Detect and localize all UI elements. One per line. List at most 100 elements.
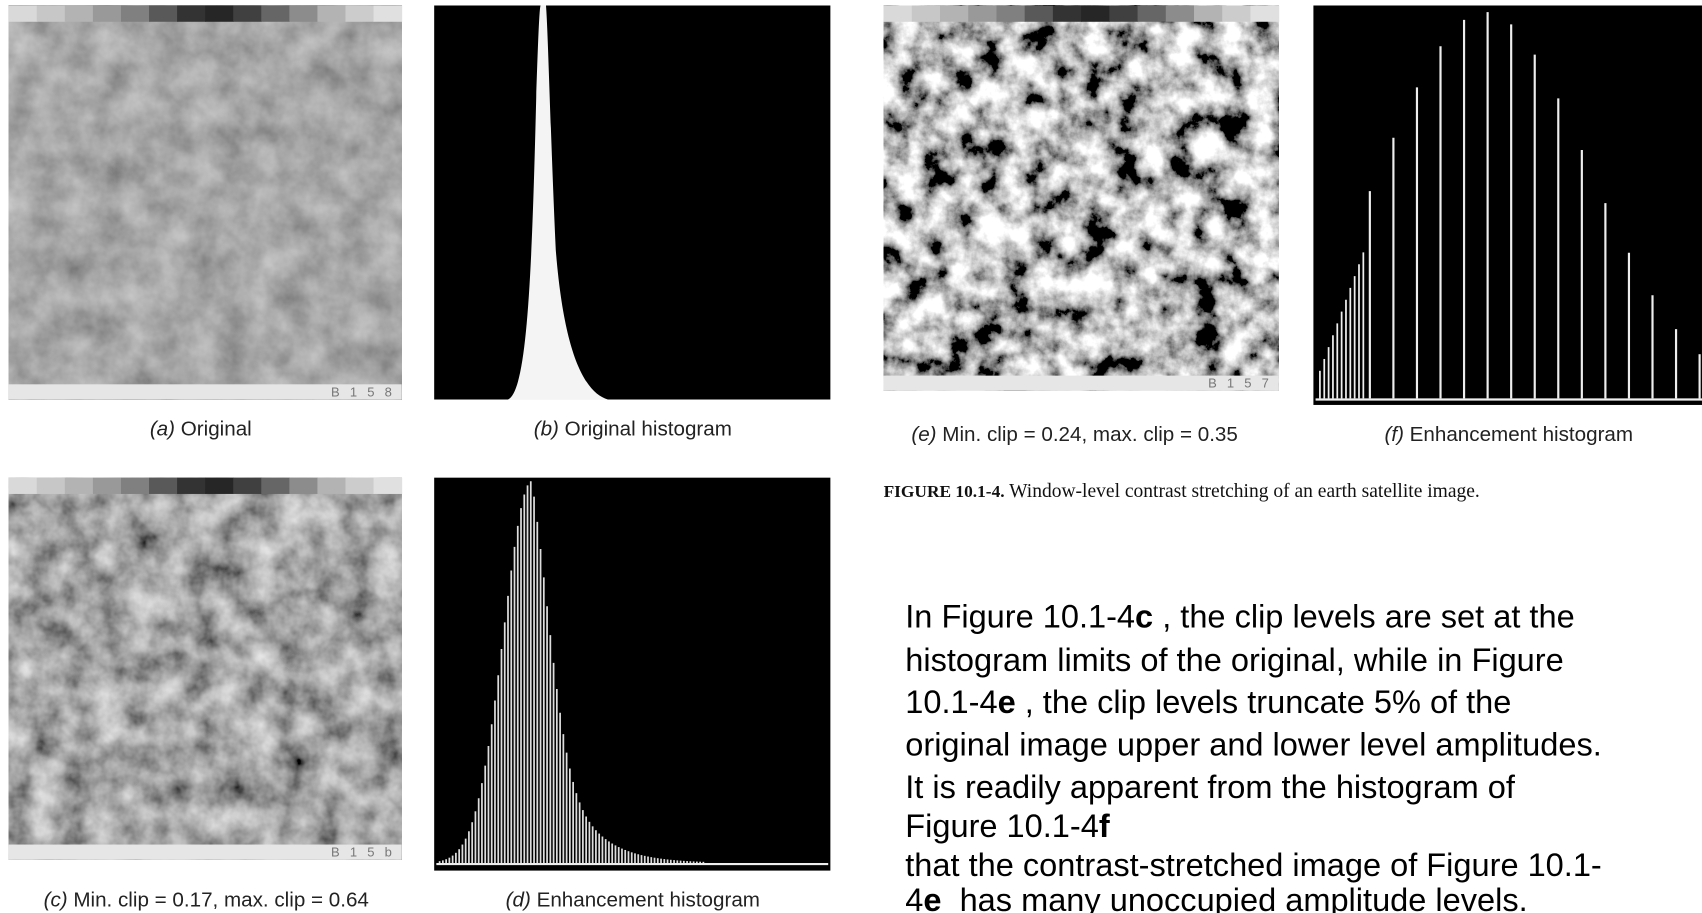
gray-step — [373, 477, 403, 494]
paragraph-line: that the contrast-stretched image of Fig… — [905, 847, 1602, 883]
text-run: that the contrast-stretched image of Fig… — [905, 847, 1602, 883]
panel-label: (c) — [44, 888, 68, 911]
paragraph-line: 4e has many unoccupied amplitude levels. — [905, 882, 1527, 913]
bold-run: e — [998, 684, 1016, 720]
gray-step — [883, 5, 913, 22]
gray-step — [64, 5, 94, 22]
figure-text: Window-level contrast stretching of an e… — [1005, 481, 1480, 502]
histogram-box — [1313, 5, 1702, 405]
gray-step — [345, 477, 375, 494]
gray-step — [1194, 5, 1223, 22]
text-run: It is readily apparent from the histogra… — [905, 769, 1516, 805]
gray-step — [261, 477, 290, 494]
gray-step — [289, 477, 318, 494]
text-run: 10.1-4 — [905, 684, 997, 720]
panel-text: Min. clip = 0.24, max. clip = 0.35 — [942, 423, 1238, 446]
panel-label: (b) — [534, 417, 559, 440]
panel-label: (a) — [150, 417, 175, 440]
gray-step — [1081, 5, 1110, 22]
figure-caption: FIGURE 10.1-4. Window-level contrast str… — [884, 481, 1480, 502]
bold-run: e — [923, 882, 941, 913]
gray-step — [345, 5, 375, 22]
gray-step — [149, 5, 178, 22]
gray-step — [92, 5, 122, 22]
gray-step — [940, 5, 969, 22]
histogram-shape — [434, 5, 831, 400]
paragraph-line: Figure 10.1-4f — [905, 808, 1110, 844]
gray-step — [968, 5, 997, 22]
bold-run: c — [1135, 598, 1153, 634]
gray-step — [233, 477, 262, 494]
satellite-image — [8, 5, 402, 400]
gray-step — [373, 5, 403, 22]
gray-step — [177, 477, 206, 494]
histogram-box — [434, 477, 831, 871]
panel-text: Original — [181, 417, 252, 440]
image-panels — [8, 5, 1702, 871]
histogram-box — [434, 5, 831, 400]
text-run: original image upper and lower level amp… — [905, 727, 1602, 763]
gray-step — [36, 5, 66, 22]
text-run: , the clip levels truncate 5% of the — [1016, 684, 1512, 720]
panel-text: Enhancement histogram — [537, 888, 760, 911]
panel-caption: (b) Original histogram — [534, 417, 732, 440]
figure-number: FIGURE 10.1-4. — [884, 482, 1005, 501]
paragraph-line: original image upper and lower level amp… — [905, 727, 1602, 763]
paragraph-line: histogram limits of the original, while … — [905, 642, 1563, 678]
gray-step — [120, 5, 150, 22]
text-run: , the clip levels are set at the — [1153, 598, 1575, 634]
gray-step — [149, 477, 178, 494]
gray-step — [317, 5, 347, 22]
gray-step — [1137, 5, 1167, 22]
gray-step — [289, 5, 318, 22]
gray-step — [1052, 5, 1082, 22]
panel-caption: (d) Enhancement histogram — [506, 888, 760, 911]
satellite-image — [883, 5, 1279, 391]
gray-step — [205, 477, 234, 494]
panel-label: (f) — [1384, 423, 1403, 446]
gray-step — [36, 477, 66, 494]
satellite-image — [8, 477, 402, 860]
panel-text: Original histogram — [565, 417, 732, 440]
gray-step — [8, 477, 38, 494]
paragraph-line: 10.1-4e , the clip levels truncate 5% of… — [905, 684, 1511, 720]
gray-step — [911, 5, 941, 22]
text-run: Figure 10.1-4 — [905, 808, 1099, 844]
text-run: In Figure 10.1-4 — [905, 598, 1135, 634]
gray-step — [996, 5, 1026, 22]
bold-run: f — [1099, 808, 1110, 844]
image-strip — [8, 384, 402, 400]
gray-step — [1024, 5, 1054, 22]
panel-text: Min. clip = 0.17, max. clip = 0.64 — [73, 888, 369, 911]
gray-step — [8, 5, 38, 22]
gray-step — [233, 5, 262, 22]
paragraph-line: In Figure 10.1-4c , the clip levels are … — [905, 598, 1574, 634]
gray-step — [261, 5, 290, 22]
gray-step — [120, 477, 150, 494]
gray-step — [92, 477, 122, 494]
paragraph-line: It is readily apparent from the histogra… — [905, 769, 1516, 805]
gray-step — [177, 5, 206, 22]
panel-text: Enhancement histogram — [1410, 423, 1633, 446]
panel-label: (e) — [911, 423, 936, 446]
image-code: B 1 5 8 — [331, 384, 395, 399]
gray-step — [1222, 5, 1251, 22]
panel-caption: (f) Enhancement histogram — [1384, 423, 1633, 446]
gray-step — [1109, 5, 1139, 22]
image-strip — [883, 375, 1279, 391]
gray-step — [317, 477, 347, 494]
panel-caption: (e) Min. clip = 0.24, max. clip = 0.35 — [911, 423, 1237, 446]
gray-step — [205, 5, 234, 22]
panel-caption: (c) Min. clip = 0.17, max. clip = 0.64 — [44, 888, 369, 911]
text-run: has many unoccupied amplitude levels. — [941, 882, 1527, 913]
gray-step — [1250, 5, 1280, 22]
panel-caption: (a) Original — [150, 417, 252, 440]
image-code: B 1 5 7 — [1208, 376, 1272, 391]
image-code: B 1 5 b — [331, 844, 395, 859]
gray-step — [1165, 5, 1195, 22]
panel-label: (d) — [506, 888, 531, 911]
gray-step — [64, 477, 94, 494]
image-strip — [8, 844, 402, 860]
